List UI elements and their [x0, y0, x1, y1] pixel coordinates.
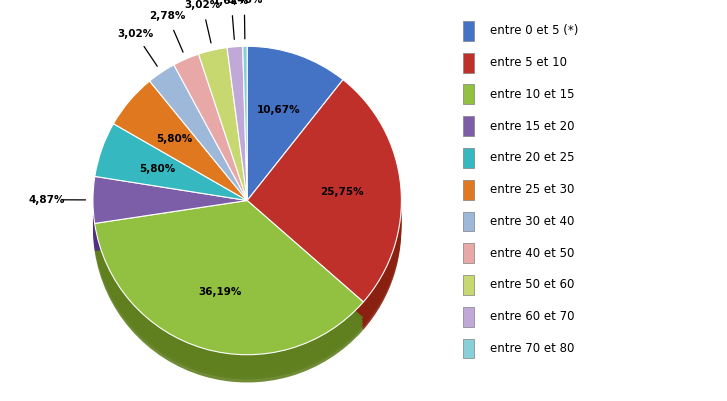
Wedge shape: [174, 73, 247, 219]
Wedge shape: [198, 69, 247, 222]
Wedge shape: [243, 71, 247, 225]
Wedge shape: [174, 54, 247, 200]
Text: 3,02%: 3,02%: [184, 0, 220, 10]
Wedge shape: [95, 200, 364, 355]
Bar: [463, 21, 474, 41]
Wedge shape: [247, 98, 401, 320]
Bar: [463, 53, 474, 73]
Text: entre 20 et 25: entre 20 et 25: [490, 152, 575, 164]
Wedge shape: [247, 71, 343, 225]
Wedge shape: [243, 68, 247, 222]
Wedge shape: [247, 62, 343, 216]
Wedge shape: [150, 86, 247, 222]
Wedge shape: [198, 48, 247, 200]
Bar: [463, 148, 474, 168]
Text: entre 50 et 60: entre 50 et 60: [490, 278, 574, 292]
Wedge shape: [95, 152, 247, 228]
Wedge shape: [113, 81, 247, 200]
Wedge shape: [150, 83, 247, 219]
Text: 5,80%: 5,80%: [156, 134, 193, 144]
Wedge shape: [95, 216, 364, 370]
Bar: [463, 338, 474, 358]
Wedge shape: [247, 101, 401, 324]
Wedge shape: [93, 204, 247, 251]
Wedge shape: [113, 97, 247, 216]
Wedge shape: [113, 109, 247, 228]
Text: 5,80%: 5,80%: [139, 164, 175, 174]
Bar: [463, 85, 474, 104]
Text: 10,67%: 10,67%: [257, 105, 300, 115]
Bar: [463, 116, 474, 136]
Wedge shape: [247, 46, 343, 200]
Wedge shape: [198, 75, 247, 228]
Wedge shape: [150, 80, 247, 216]
Wedge shape: [95, 222, 364, 376]
Bar: [463, 243, 474, 263]
Wedge shape: [243, 65, 247, 219]
Text: 3,02%: 3,02%: [118, 29, 153, 39]
Wedge shape: [93, 198, 247, 245]
Wedge shape: [95, 139, 247, 216]
Wedge shape: [174, 76, 247, 222]
Wedge shape: [243, 74, 247, 228]
Wedge shape: [227, 62, 247, 216]
Text: entre 60 et 70: entre 60 et 70: [490, 310, 575, 323]
Wedge shape: [198, 66, 247, 219]
Bar: [463, 211, 474, 231]
Wedge shape: [243, 46, 247, 200]
Wedge shape: [198, 63, 247, 216]
Text: entre 25 et 30: entre 25 et 30: [490, 183, 574, 196]
Wedge shape: [95, 225, 364, 379]
Wedge shape: [95, 148, 247, 225]
Text: entre 10 et 15: entre 10 et 15: [490, 88, 575, 101]
Text: 0,46%: 0,46%: [226, 0, 262, 5]
Wedge shape: [93, 201, 247, 248]
Wedge shape: [150, 65, 247, 200]
Wedge shape: [95, 145, 247, 222]
Wedge shape: [95, 142, 247, 219]
Wedge shape: [150, 89, 247, 225]
Text: entre 15 et 20: entre 15 et 20: [490, 119, 575, 133]
Text: 1,62%: 1,62%: [213, 0, 249, 6]
Wedge shape: [198, 72, 247, 225]
Text: entre 5 et 10: entre 5 et 10: [490, 56, 567, 69]
Wedge shape: [247, 107, 401, 330]
Wedge shape: [247, 104, 401, 327]
Text: entre 0 et 5 (*): entre 0 et 5 (*): [490, 24, 579, 37]
Text: entre 70 et 80: entre 70 et 80: [490, 342, 574, 355]
Text: 4,87%: 4,87%: [28, 195, 65, 205]
Wedge shape: [227, 68, 247, 222]
Text: 2,78%: 2,78%: [150, 12, 186, 21]
Text: 25,75%: 25,75%: [321, 187, 364, 197]
Text: entre 40 et 50: entre 40 et 50: [490, 247, 574, 260]
Wedge shape: [113, 99, 247, 219]
Bar: [463, 180, 474, 200]
Wedge shape: [243, 62, 247, 216]
Wedge shape: [174, 79, 247, 225]
Wedge shape: [150, 93, 247, 228]
Wedge shape: [227, 71, 247, 225]
Wedge shape: [247, 65, 343, 219]
Wedge shape: [174, 69, 247, 216]
Wedge shape: [247, 68, 343, 222]
Wedge shape: [93, 195, 247, 242]
Wedge shape: [247, 95, 401, 317]
Wedge shape: [174, 82, 247, 228]
Bar: [463, 307, 474, 327]
Wedge shape: [93, 192, 247, 239]
Wedge shape: [95, 219, 364, 373]
Bar: [463, 275, 474, 295]
Wedge shape: [93, 176, 247, 223]
Wedge shape: [113, 106, 247, 225]
Wedge shape: [95, 228, 364, 383]
Wedge shape: [227, 74, 247, 228]
Wedge shape: [95, 124, 247, 200]
Wedge shape: [247, 80, 401, 302]
Wedge shape: [227, 65, 247, 219]
Text: 36,19%: 36,19%: [198, 287, 242, 297]
Wedge shape: [227, 47, 247, 200]
Wedge shape: [113, 103, 247, 222]
Text: entre 30 et 40: entre 30 et 40: [490, 215, 574, 228]
Wedge shape: [247, 74, 343, 228]
